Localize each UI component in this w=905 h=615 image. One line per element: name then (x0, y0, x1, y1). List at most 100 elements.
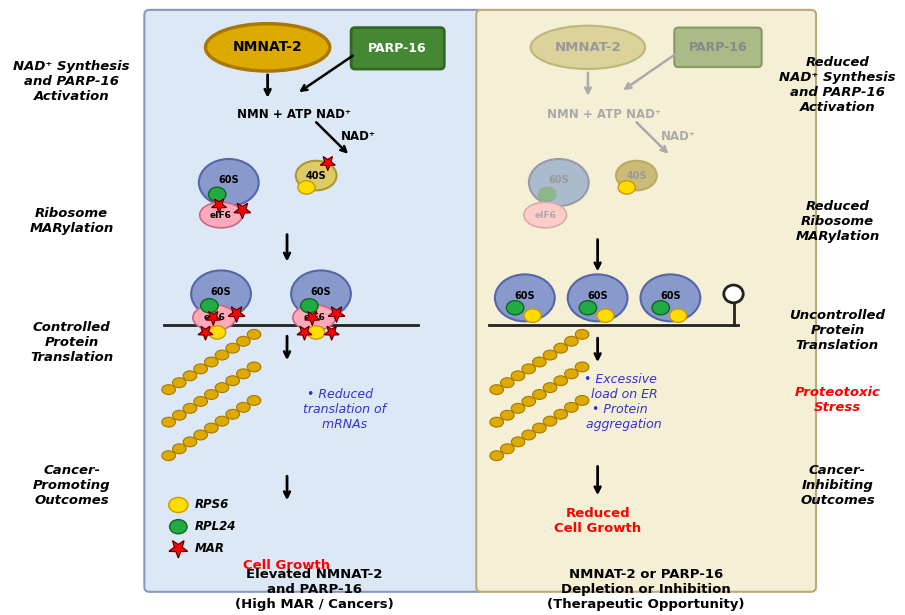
Ellipse shape (576, 362, 589, 372)
Ellipse shape (236, 369, 250, 379)
Ellipse shape (490, 417, 503, 427)
Text: NMNAT-2: NMNAT-2 (233, 41, 302, 54)
Text: PARP-16: PARP-16 (368, 42, 427, 55)
Ellipse shape (500, 378, 514, 387)
Text: Proteotoxic
Stress: Proteotoxic Stress (795, 386, 881, 415)
Ellipse shape (226, 343, 240, 353)
Ellipse shape (522, 430, 536, 440)
Text: NAD⁺: NAD⁺ (661, 130, 696, 143)
Ellipse shape (194, 397, 207, 407)
Ellipse shape (162, 451, 176, 461)
Ellipse shape (500, 410, 514, 420)
Ellipse shape (543, 383, 557, 392)
Ellipse shape (183, 437, 196, 447)
Ellipse shape (576, 395, 589, 405)
Ellipse shape (226, 376, 240, 386)
Ellipse shape (554, 410, 567, 419)
Ellipse shape (565, 402, 578, 412)
Ellipse shape (490, 451, 503, 461)
Ellipse shape (524, 309, 541, 322)
Ellipse shape (543, 416, 557, 426)
Text: 60S: 60S (660, 291, 681, 301)
Ellipse shape (215, 383, 229, 392)
Ellipse shape (565, 336, 578, 346)
Ellipse shape (168, 498, 188, 512)
Ellipse shape (576, 330, 589, 339)
Ellipse shape (205, 23, 329, 71)
Ellipse shape (293, 305, 336, 330)
Text: 60S: 60S (515, 291, 535, 301)
Text: 60S: 60S (310, 287, 331, 297)
Text: RPL24: RPL24 (195, 520, 236, 533)
Text: 40S: 40S (626, 170, 647, 181)
Ellipse shape (511, 403, 525, 413)
Text: Reduced
NAD⁺ Synthesis
and PARP-16
Activation: Reduced NAD⁺ Synthesis and PARP-16 Activ… (779, 56, 896, 114)
Polygon shape (212, 199, 226, 213)
Ellipse shape (565, 369, 578, 379)
Ellipse shape (724, 285, 743, 303)
Ellipse shape (205, 389, 218, 400)
Text: RPS6: RPS6 (195, 499, 229, 512)
Ellipse shape (495, 274, 555, 322)
Text: NAD⁺: NAD⁺ (340, 130, 376, 143)
Text: • Excessive
  load on ER
• Protein
  aggregation: • Excessive load on ER • Protein aggrega… (578, 373, 662, 431)
Ellipse shape (215, 350, 229, 360)
Ellipse shape (173, 410, 186, 420)
Ellipse shape (193, 305, 235, 330)
Ellipse shape (522, 397, 536, 407)
Polygon shape (234, 204, 251, 218)
Text: eIF6: eIF6 (210, 210, 232, 220)
Ellipse shape (524, 202, 567, 228)
Ellipse shape (538, 187, 556, 201)
Ellipse shape (567, 274, 627, 322)
Ellipse shape (511, 437, 525, 447)
Text: 60S: 60S (218, 175, 239, 186)
Ellipse shape (298, 181, 315, 194)
Text: Reduced
Cell Growth: Reduced Cell Growth (554, 507, 641, 535)
Ellipse shape (522, 364, 536, 374)
Ellipse shape (208, 187, 226, 201)
Text: Ribosome
MARylation: Ribosome MARylation (30, 207, 114, 236)
Polygon shape (329, 307, 345, 322)
Ellipse shape (532, 357, 547, 367)
Ellipse shape (490, 384, 503, 395)
Ellipse shape (183, 403, 196, 413)
Text: Controlled
Protein
Translation: Controlled Protein Translation (30, 321, 113, 364)
Ellipse shape (511, 371, 525, 381)
Text: 60S: 60S (211, 287, 232, 297)
Ellipse shape (300, 299, 318, 313)
Ellipse shape (532, 389, 547, 400)
Text: NMNAT-2: NMNAT-2 (555, 41, 621, 54)
Ellipse shape (162, 417, 176, 427)
Ellipse shape (652, 301, 670, 315)
Ellipse shape (173, 444, 186, 454)
FancyBboxPatch shape (674, 28, 762, 67)
Ellipse shape (532, 423, 547, 433)
Ellipse shape (183, 371, 196, 381)
Ellipse shape (554, 376, 567, 386)
Polygon shape (297, 327, 312, 340)
Ellipse shape (201, 299, 218, 313)
FancyBboxPatch shape (351, 28, 444, 69)
Polygon shape (205, 312, 221, 325)
Ellipse shape (596, 309, 614, 322)
Text: Uncontrolled
Protein
Translation: Uncontrolled Protein Translation (789, 309, 885, 352)
Text: NMN + ATP NAD⁺: NMN + ATP NAD⁺ (236, 108, 350, 121)
Ellipse shape (226, 410, 240, 419)
Ellipse shape (205, 423, 218, 433)
Text: Reduced
Ribosome
MARylation: Reduced Ribosome MARylation (795, 200, 880, 243)
Ellipse shape (215, 416, 229, 426)
Ellipse shape (507, 301, 524, 315)
Ellipse shape (296, 161, 337, 191)
Text: NMNAT-2 or PARP-16
Depletion or Inhibition
(Therapeutic Opportunity): NMNAT-2 or PARP-16 Depletion or Inhibiti… (548, 568, 745, 611)
Text: eIF6: eIF6 (534, 210, 557, 220)
Ellipse shape (236, 336, 250, 346)
Ellipse shape (529, 159, 588, 206)
Ellipse shape (670, 309, 687, 322)
Ellipse shape (554, 343, 567, 353)
Ellipse shape (191, 271, 251, 317)
Ellipse shape (530, 26, 645, 69)
Ellipse shape (579, 301, 596, 315)
FancyBboxPatch shape (476, 10, 816, 592)
Ellipse shape (200, 202, 243, 228)
